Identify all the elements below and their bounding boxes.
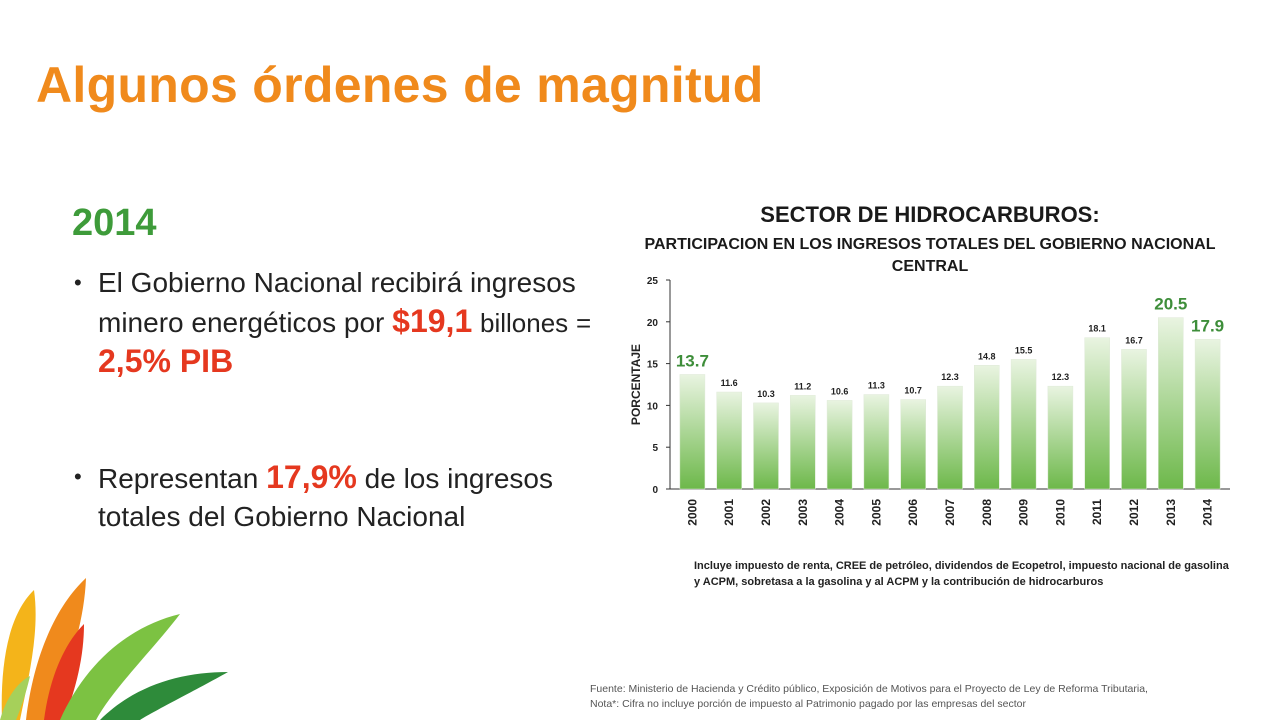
- data-label: 11.6: [721, 378, 738, 388]
- bar: [826, 400, 853, 490]
- x-tick-label: 2006: [906, 499, 920, 526]
- chart-subtitle: PARTICIPACION EN LOS INGRESOS TOTALES DE…: [644, 236, 1216, 275]
- y-tick-label: 10: [647, 401, 659, 412]
- bar: [1121, 349, 1147, 490]
- data-label: 12.3: [941, 372, 959, 382]
- bar: [679, 374, 706, 490]
- source-line: Fuente: Ministerio de Hacienda y Crédito…: [590, 683, 1148, 695]
- data-label: 13.7: [676, 351, 709, 370]
- data-label: 12.3: [1052, 372, 1070, 382]
- x-tick-label: 2003: [796, 499, 810, 526]
- data-label: 14.8: [978, 351, 996, 361]
- x-tick-label: 2004: [833, 499, 847, 526]
- x-tick-label: 2000: [685, 499, 699, 526]
- source-notes: Fuente: Ministerio de Hacienda y Crédito…: [590, 682, 1278, 712]
- data-label: 16.7: [1125, 335, 1143, 345]
- bar: [1084, 337, 1110, 490]
- bullet-list: El Gobierno Nacional recibirá ingresos m…: [72, 264, 602, 536]
- bar-chart: 0 5 10 15 20 25 PORCENTAJE 13.7 2000 11.6 2001 10.…: [629, 276, 1230, 526]
- y-tick-label: 15: [647, 360, 659, 371]
- revenue-unit: billones: [480, 308, 569, 338]
- chart-title: SECTOR DE HIDROCARBUROS:: [760, 202, 1100, 227]
- bar: [974, 365, 1000, 490]
- bar: [1047, 385, 1074, 490]
- bar: [1158, 317, 1184, 490]
- bar: [716, 391, 742, 490]
- data-label: 11.3: [868, 381, 885, 391]
- leaf-decoration: [0, 578, 228, 720]
- bar: [900, 399, 926, 490]
- year-heading: 2014: [72, 202, 157, 244]
- x-tick-label: 2014: [1201, 499, 1215, 526]
- equals-sign: =: [575, 308, 592, 338]
- data-label: 20.5: [1154, 295, 1187, 314]
- x-tick-label: 2002: [759, 499, 773, 526]
- bar: [937, 385, 963, 490]
- pib-share: 2,5% PIB: [98, 343, 234, 379]
- x-tick-label: 2008: [980, 499, 994, 526]
- bar: [863, 394, 890, 490]
- revenue-amount: $19,1: [392, 303, 473, 339]
- share-percent: 17,9%: [266, 459, 357, 495]
- data-label: 10.6: [831, 386, 849, 396]
- footnote-line: Nota*: Cifra no incluye porción de impue…: [590, 698, 1026, 710]
- x-tick-label: 2009: [1017, 499, 1031, 526]
- bullet-share-lead: Representan: [98, 463, 259, 494]
- y-tick-label: 25: [647, 276, 659, 287]
- x-tick-label: 2001: [722, 499, 736, 526]
- data-label: 17.9: [1191, 316, 1224, 335]
- chart-note: Incluye impuesto de renta, CREE de petró…: [694, 560, 1229, 588]
- bar: [1010, 359, 1037, 490]
- bar: [1194, 339, 1221, 490]
- x-tick-label: 2010: [1053, 499, 1067, 526]
- data-label: 15.5: [1015, 345, 1033, 355]
- x-tick-label: 2011: [1090, 499, 1104, 525]
- data-label: 10.3: [757, 389, 775, 399]
- bar: [790, 395, 816, 490]
- y-tick-label: 0: [652, 485, 658, 496]
- data-label: 18.1: [1088, 324, 1106, 334]
- data-label: 11.2: [794, 381, 811, 391]
- y-axis-label: PORCENTAJE: [629, 344, 643, 425]
- x-tick-label: 2013: [1164, 499, 1178, 526]
- data-label: 10.7: [904, 386, 922, 396]
- slide-title: Algunos órdenes de magnitud: [36, 57, 764, 113]
- x-tick-label: 2005: [869, 499, 883, 526]
- x-tick-label: 2007: [943, 499, 957, 526]
- bar: [753, 402, 779, 490]
- bullet-share: Representan 17,9% de los ingresos totale…: [72, 458, 602, 536]
- bullet-share-rest: de los ingresos totales del Gobierno Nac…: [98, 463, 553, 532]
- y-tick-label: 5: [652, 443, 658, 454]
- x-tick-label: 2012: [1127, 499, 1141, 526]
- bullet-revenue-text: El Gobierno Nacional recibirá ingresos m…: [98, 267, 576, 338]
- bullet-revenue: El Gobierno Nacional recibirá ingresos m…: [72, 264, 602, 382]
- y-tick-label: 20: [647, 318, 659, 329]
